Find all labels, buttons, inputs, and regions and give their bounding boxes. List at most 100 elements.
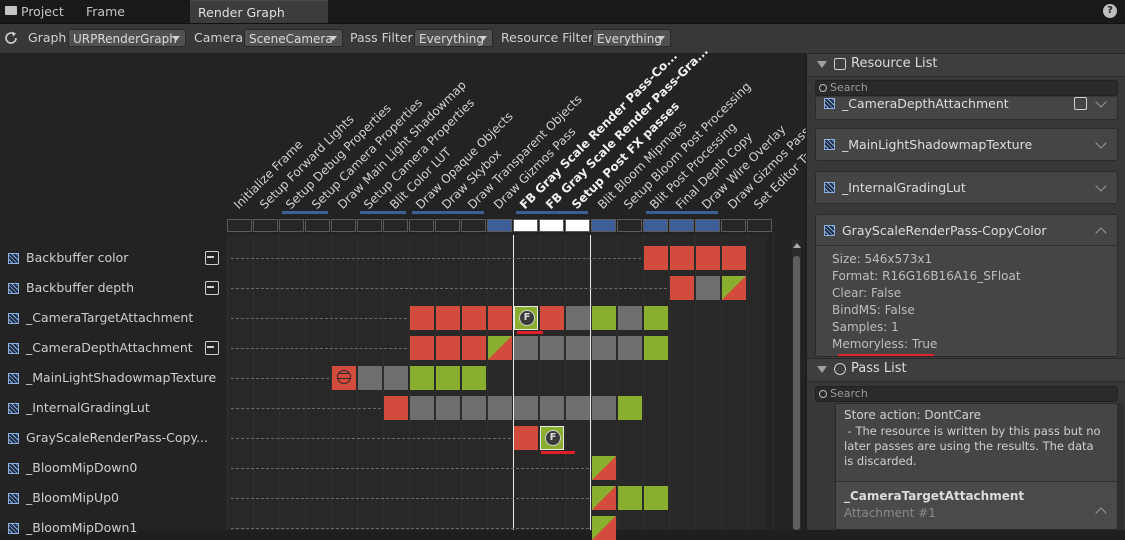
resource-usage-cell[interactable] — [618, 486, 642, 510]
pass-header-cell[interactable] — [305, 219, 330, 232]
pass-header-cell[interactable] — [539, 219, 564, 232]
resource-card-expanded[interactable]: GrayScaleRenderPass-CopyColor Size: 546x… — [815, 214, 1118, 357]
resource-usage-cell[interactable] — [436, 306, 460, 330]
pass-header-cell[interactable] — [565, 219, 590, 232]
resource-usage-cell[interactable] — [644, 486, 668, 510]
resource-usage-cell[interactable] — [670, 246, 694, 270]
pass-header-cell[interactable] — [461, 219, 486, 232]
collapse-arrow-icon[interactable] — [817, 61, 827, 68]
pass-header-cell[interactable] — [617, 219, 642, 232]
help-icon[interactable]: ? — [1103, 4, 1117, 18]
pass-list-scrollbar[interactable] — [1118, 403, 1124, 530]
pass-header-cell[interactable] — [669, 219, 694, 232]
fragment-cell[interactable]: F — [540, 426, 564, 450]
resource-usage-cell[interactable] — [462, 396, 486, 420]
pass-header-cell[interactable] — [487, 219, 512, 232]
resource-filter-dropdown[interactable]: Everything — [592, 29, 671, 47]
pass-filter-dropdown[interactable]: Everything — [414, 29, 493, 47]
resource-row-label[interactable]: _CameraDepthAttachment — [26, 340, 193, 355]
resource-usage-cell[interactable] — [644, 246, 668, 270]
resource-usage-cell[interactable] — [618, 336, 642, 360]
resource-usage-cell[interactable] — [384, 366, 408, 390]
resource-card-shadowmap[interactable]: _MainLightShadowmapTexture — [815, 128, 1118, 161]
resource-usage-cell[interactable] — [514, 336, 538, 360]
chevron-up-icon[interactable] — [1095, 227, 1107, 239]
resource-usage-cell[interactable] — [540, 336, 564, 360]
resource-usage-cell[interactable] — [696, 276, 720, 300]
resource-usage-cell[interactable] — [514, 396, 538, 420]
resource-usage-cell[interactable] — [488, 396, 512, 420]
resource-usage-cell[interactable] — [462, 366, 486, 390]
pass-header-cell[interactable] — [357, 219, 382, 232]
resource-usage-cell[interactable] — [462, 336, 486, 360]
resource-card-grading-lut[interactable]: _InternalGradingLut — [815, 171, 1118, 204]
resource-card-camera-depth[interactable]: _CameraDepthAttachment — [815, 97, 1118, 120]
resource-usage-cell[interactable] — [644, 336, 668, 360]
scroll-up-arrow[interactable] — [793, 243, 801, 248]
resource-usage-cell[interactable] — [540, 396, 564, 420]
resource-row-label[interactable]: _BloomMipDown0 — [26, 460, 138, 475]
resource-usage-cell[interactable] — [592, 336, 616, 360]
pass-header-cell[interactable] — [721, 219, 746, 232]
resource-usage-cell[interactable] — [410, 396, 434, 420]
pass-header-cell[interactable] — [227, 219, 252, 232]
resource-row-label[interactable]: GrayScaleRenderPass-Copy... — [26, 430, 209, 445]
resource-usage-cell[interactable] — [618, 396, 642, 420]
tab-project[interactable]: Project — [0, 0, 70, 23]
resource-row-label[interactable]: _BloomMipDown1 — [26, 520, 138, 535]
resource-usage-cell[interactable] — [670, 276, 694, 300]
resource-usage-cell[interactable] — [488, 306, 512, 330]
fragment-cell[interactable]: F — [514, 306, 538, 330]
chevron-up-icon[interactable] — [1095, 507, 1107, 519]
resource-row-label[interactable]: _BloomMipUp0 — [26, 490, 119, 505]
pass-header-cell[interactable] — [435, 219, 460, 232]
pass-header-cell[interactable] — [643, 219, 668, 232]
resource-usage-cell[interactable] — [566, 336, 590, 360]
resource-row-label[interactable]: Backbuffer depth — [26, 280, 135, 295]
resource-usage-cell[interactable] — [540, 306, 564, 330]
resource-readwrite-cell[interactable] — [722, 276, 746, 300]
resource-usage-cell[interactable] — [696, 246, 720, 270]
resource-readwrite-cell[interactable] — [592, 516, 616, 540]
graph-scrollbar[interactable] — [792, 240, 801, 530]
camera-dropdown[interactable]: SceneCamera — [244, 29, 343, 47]
resource-search-input[interactable]: Search — [815, 80, 1118, 96]
pass-header-cell[interactable] — [279, 219, 304, 232]
render-graph-canvas[interactable]: Initialize Frame Setup Forward Lights Setu… — [0, 44, 822, 540]
resource-usage-cell[interactable] — [436, 366, 460, 390]
attachment-card[interactable]: _CameraTargetAttachment Attachment #1 — [836, 481, 1117, 529]
chevron-down-icon[interactable] — [1095, 97, 1107, 108]
collapse-arrow-icon[interactable] — [817, 366, 827, 373]
chevron-down-icon[interactable] — [1095, 180, 1107, 192]
resource-usage-cell[interactable] — [410, 336, 434, 360]
resource-usage-cell[interactable] — [644, 306, 668, 330]
resource-usage-cell[interactable] — [358, 366, 382, 390]
resource-usage-cell[interactable] — [592, 306, 616, 330]
pass-header-cell[interactable] — [409, 219, 434, 232]
tab-frame-debugger[interactable]: Frame Debugger — [76, 0, 190, 42]
pass-header-cell[interactable] — [383, 219, 408, 232]
resource-row-label[interactable]: _CameraTargetAttachment — [26, 310, 194, 325]
refresh-icon[interactable] — [3, 30, 19, 46]
resource-readwrite-cell[interactable] — [592, 486, 616, 510]
pass-header-cell[interactable] — [747, 219, 772, 232]
resource-usage-cell[interactable] — [462, 306, 486, 330]
resource-usage-cell[interactable] — [722, 246, 746, 270]
resource-usage-cell[interactable] — [436, 396, 460, 420]
scrollbar-thumb[interactable] — [793, 256, 800, 530]
pass-header-cell[interactable] — [513, 219, 538, 232]
resource-usage-cell[interactable] — [410, 306, 434, 330]
resource-usage-cell[interactable] — [514, 426, 538, 450]
pass-search-input[interactable]: Search — [815, 386, 1118, 402]
pass-header-cell[interactable] — [253, 219, 278, 232]
graph-dropdown[interactable]: URPRenderGraph — [68, 29, 186, 47]
resource-readwrite-cell[interactable] — [488, 336, 512, 360]
resource-usage-cell[interactable] — [384, 396, 408, 420]
pass-list-header[interactable]: Pass List — [807, 358, 1125, 382]
resource-row-label[interactable]: _MainLightShadowmapTexture — [26, 370, 217, 385]
resource-usage-cell[interactable] — [566, 306, 590, 330]
pass-header-cell[interactable] — [591, 219, 616, 232]
pass-header-cell[interactable] — [331, 219, 356, 232]
resource-usage-cell[interactable] — [566, 396, 590, 420]
resource-usage-cell[interactable] — [436, 336, 460, 360]
